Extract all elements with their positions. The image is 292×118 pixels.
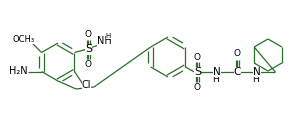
Text: NH: NH (97, 36, 112, 46)
Text: O: O (85, 30, 92, 39)
Text: Cl: Cl (82, 80, 91, 91)
Text: N: N (213, 67, 221, 77)
Text: O: O (85, 60, 92, 69)
Text: C: C (234, 67, 241, 77)
Text: OCH₃: OCH₃ (13, 35, 35, 44)
Text: N: N (253, 67, 261, 77)
Text: O: O (194, 82, 201, 91)
Text: O: O (194, 53, 201, 61)
Text: H₂N: H₂N (9, 67, 28, 76)
Text: S: S (194, 67, 201, 77)
Text: S: S (85, 44, 92, 55)
Text: H: H (106, 32, 111, 38)
Text: H: H (252, 76, 259, 84)
Text: H: H (212, 76, 219, 84)
Text: O: O (234, 49, 241, 59)
